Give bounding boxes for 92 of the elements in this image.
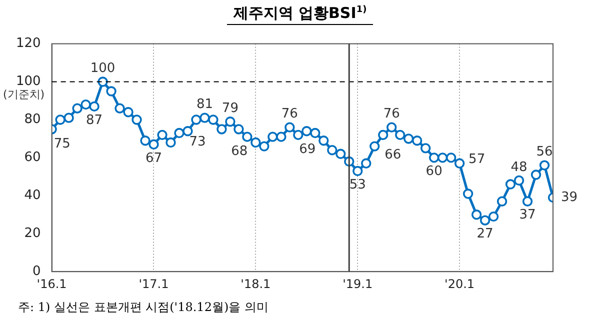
y-tick-label: 0 (32, 264, 41, 279)
point (293, 130, 304, 140)
data-label: 100 (90, 61, 116, 76)
data-label: 56 (536, 144, 553, 160)
point (250, 137, 261, 148)
point (284, 122, 295, 132)
point (98, 76, 108, 87)
data-label: 67 (145, 150, 162, 166)
point (276, 132, 286, 142)
y-tick-label: 20 (24, 226, 41, 242)
point (191, 114, 202, 125)
point (157, 130, 168, 140)
point (514, 175, 524, 186)
data-label: 53 (349, 177, 366, 192)
point (480, 215, 490, 226)
y-tick-label: 120 (16, 36, 41, 52)
point (310, 128, 320, 138)
point (64, 112, 74, 123)
point (336, 148, 346, 160)
point (378, 130, 388, 140)
point (428, 152, 440, 163)
point (148, 139, 159, 150)
data-label: 69 (299, 142, 316, 157)
x-tick-label: '18.1 (240, 276, 271, 291)
point (437, 152, 448, 163)
point (55, 114, 66, 125)
y-tick-label: 60 (24, 150, 41, 166)
chart-title: 제주지역 업황BSI$^{1)}$ (227, 4, 373, 25)
point (302, 126, 312, 136)
point (166, 137, 176, 148)
data-label: 66 (384, 148, 402, 163)
point (225, 116, 236, 127)
point (496, 196, 508, 206)
point (505, 179, 516, 190)
data-label: 27 (476, 226, 494, 242)
data-label: 76 (383, 106, 400, 122)
x-tick-label: '19.1 (342, 276, 373, 291)
x-tick-label: '20.1 (444, 276, 475, 291)
point (132, 114, 142, 125)
point (370, 141, 380, 152)
data-label: 87 (86, 112, 103, 128)
data-label: 39 (561, 190, 578, 205)
data-label: 81 (196, 97, 213, 112)
point (216, 124, 227, 134)
data-label: 60 (426, 164, 442, 180)
point (403, 134, 414, 144)
point (259, 141, 270, 152)
point (268, 132, 278, 142)
point (89, 101, 100, 112)
point (140, 136, 150, 146)
data-label: 37 (519, 208, 536, 223)
data-label: 57 (468, 152, 486, 167)
x-tick-label: '16.1 (36, 276, 67, 291)
point (522, 196, 533, 206)
point (200, 112, 210, 123)
x-tick-label: '17.1 (138, 276, 169, 291)
point (123, 107, 134, 118)
data-label: 48 (510, 160, 528, 175)
point (208, 114, 218, 125)
point (182, 126, 193, 136)
point (386, 122, 397, 132)
point (539, 160, 550, 170)
point (234, 124, 244, 134)
point (361, 158, 372, 168)
data-label: 68 (231, 144, 248, 159)
point (106, 86, 116, 96)
point (114, 103, 125, 114)
point (412, 136, 422, 146)
point (174, 128, 184, 138)
data-label: 73 (189, 134, 206, 150)
point (352, 166, 363, 176)
point (80, 99, 91, 110)
point (420, 143, 431, 154)
text: 주: 1) 실선은 표본개편 시점('18.12월)을 의미 (18, 299, 268, 316)
point (394, 130, 406, 140)
data-label: 76 (281, 106, 298, 122)
point (471, 210, 482, 220)
point (462, 188, 474, 199)
point (530, 170, 542, 180)
point (327, 145, 338, 156)
point (446, 152, 456, 163)
point (72, 103, 82, 114)
point (242, 132, 252, 142)
y-tick-label: 80 (24, 112, 41, 128)
y-tick-label: 100 (16, 74, 41, 90)
point (318, 136, 329, 146)
ref-line-label: (기준치) (3, 88, 45, 102)
point (488, 211, 499, 222)
y-tick-label: 40 (24, 188, 41, 204)
point (454, 158, 465, 168)
data-label: 75 (54, 136, 70, 152)
data-label: 79 (222, 101, 238, 116)
